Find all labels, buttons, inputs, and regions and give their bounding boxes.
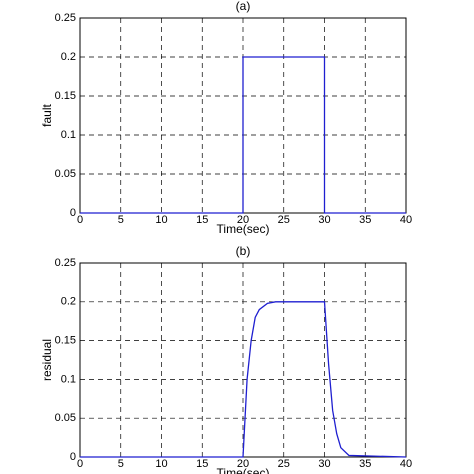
x-tick-label: 30 [318, 458, 330, 470]
x-tick-label: 35 [359, 458, 371, 470]
y-tick-label: 0.25 [55, 12, 76, 24]
x-tick-label: 40 [400, 458, 412, 470]
y-tick-label: 0 [70, 207, 76, 219]
x-tick-label: 20 [237, 458, 249, 470]
x-tick-label: 15 [196, 458, 208, 470]
x-tick-label: 10 [155, 214, 167, 226]
x-axis-label: Time(sec) [217, 466, 270, 474]
chart-title: (a) [236, 0, 251, 13]
x-tick-label: 15 [196, 214, 208, 226]
y-tick-label: 0.15 [55, 335, 76, 347]
x-tick-label: 20 [237, 214, 249, 226]
y-tick-label: 0 [70, 451, 76, 463]
y-tick-label: 0.05 [55, 168, 76, 180]
y-tick-label: 0.15 [55, 90, 76, 102]
y-axis-label: residual [40, 339, 54, 381]
x-tick-label: 30 [318, 214, 330, 226]
x-tick-label: 40 [400, 214, 412, 226]
y-axis-label: fault [40, 103, 54, 126]
x-tick-label: 25 [278, 214, 290, 226]
x-axis-label: Time(sec) [217, 222, 270, 236]
x-tick-label: 10 [155, 458, 167, 470]
x-tick-label: 5 [118, 458, 124, 470]
x-tick-label: 25 [278, 458, 290, 470]
x-tick-label: 35 [359, 214, 371, 226]
y-tick-label: 0.2 [61, 51, 76, 63]
y-tick-label: 0.05 [55, 412, 76, 424]
chart-title: (b) [236, 244, 251, 258]
y-tick-label: 0.2 [61, 296, 76, 308]
y-tick-label: 0.1 [61, 373, 76, 385]
x-tick-label: 0 [77, 214, 83, 226]
x-tick-label: 5 [118, 214, 124, 226]
data-line [80, 301, 407, 458]
x-tick-label: 0 [77, 458, 83, 470]
y-tick-label: 0.1 [61, 129, 76, 141]
data-line [80, 56, 406, 214]
y-tick-label: 0.25 [55, 257, 76, 269]
